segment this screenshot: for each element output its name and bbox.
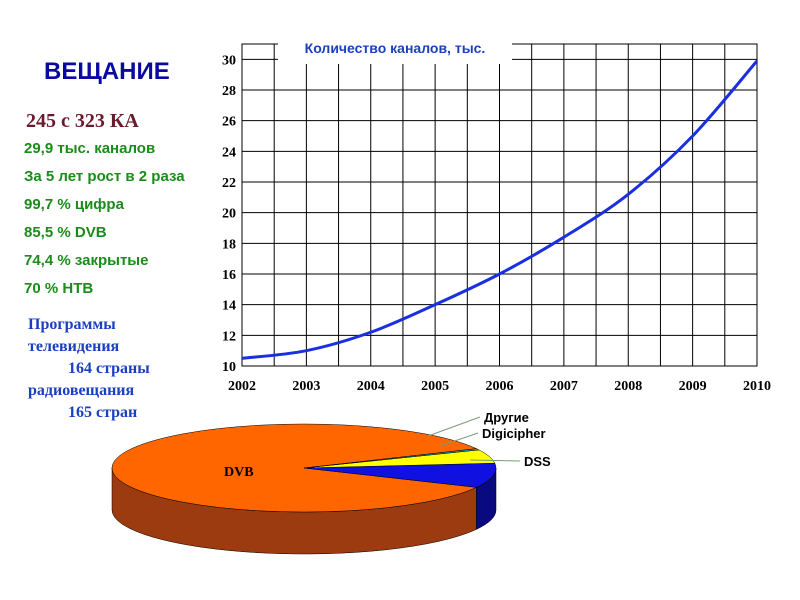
radio-label: радиовещания [28,382,135,399]
programs-block: Программы телевидения 164 страны радиове… [28,314,158,424]
radio-count: 165 стран [68,404,138,421]
x-tick-label: 2006 [486,379,514,394]
pie-leader-line [427,416,481,437]
y-tick-label: 14 [222,299,236,314]
tv-count: 164 страны [68,360,150,377]
y-tick-label: 26 [222,115,236,130]
pie-label-dvb: DVB [224,465,254,480]
pie-label: Digicipher [482,426,546,441]
x-tick-label: 2003 [292,379,320,394]
pie-slice [111,423,478,513]
stat-satellites: 245 с 323 КА [26,110,139,132]
x-tick-label: 2010 [743,379,771,394]
pie-label: DSS [524,454,551,469]
y-tick-label: 30 [222,53,236,68]
y-tick-label: 12 [222,329,236,344]
y-tick-labels: 10 12 14 16 18 20 22 24 26 28 30 [222,53,236,375]
stat-channels: 29,9 тыс. каналов [24,140,156,157]
y-tick-label: 28 [222,84,236,99]
stat-digital: 99,7 % цифра [24,196,124,213]
pie-label: Другие [484,410,529,425]
stat-encrypted: 74,4 % закрытые [24,252,149,269]
chart-grid [241,43,758,367]
x-tick-labels: 2002 2003 2004 2005 2006 2007 2008 2009 2010 [228,379,771,394]
stat-growth: За 5 лет рост в 2 раза [24,168,185,185]
x-tick-label: 2007 [550,379,578,394]
stats-list: 29,9 тыс. каналов За 5 лет рост в 2 раза… [24,138,185,306]
stat-ntv: 70 % НТВ [24,280,94,297]
y-tick-label: 24 [222,145,236,160]
series-line [241,59,759,360]
y-tick-label: 18 [222,237,236,252]
chart-series [241,59,759,360]
x-tick-label: 2002 [228,379,256,394]
y-tick-label: 10 [222,360,236,375]
pie-leader-line [469,459,521,462]
pie-slice [303,462,497,488]
y-tick-label: 20 [222,207,236,222]
x-tick-label: 2009 [679,379,707,394]
y-tick-label: 16 [222,268,236,283]
pie-leader-line [439,432,479,447]
tv-label: Программы телевидения [28,316,120,355]
x-tick-label: 2004 [357,379,385,394]
x-tick-label: 2005 [421,379,449,394]
page-title: ВЕЩАНИЕ [44,58,170,85]
pie-slice [303,448,480,469]
chart-title: Количество каналов, тыс. [278,36,512,64]
x-tick-label: 2008 [614,379,642,394]
y-tick-label: 22 [222,176,236,191]
stat-dvb: 85,5 % DVB [24,224,107,241]
